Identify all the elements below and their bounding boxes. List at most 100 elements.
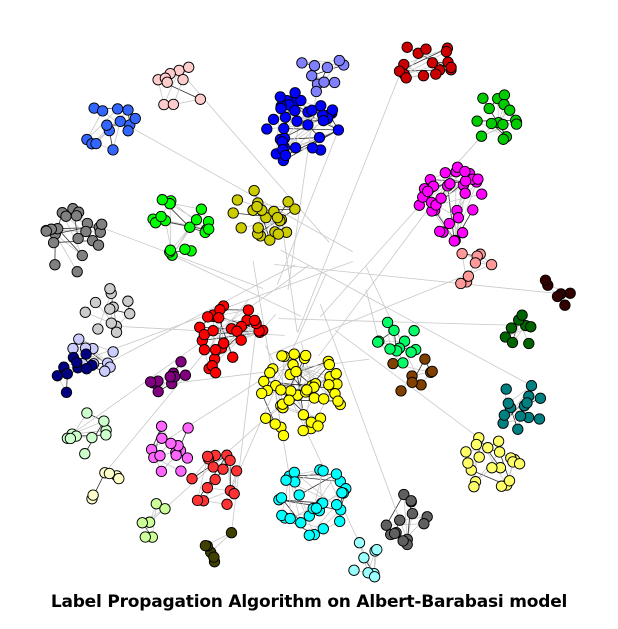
node	[289, 142, 302, 154]
node	[525, 380, 538, 392]
node	[467, 204, 479, 216]
node	[283, 394, 295, 406]
node	[289, 104, 301, 117]
node	[104, 283, 116, 295]
node	[468, 481, 480, 493]
node	[191, 494, 204, 507]
node	[444, 178, 456, 190]
node	[92, 239, 105, 251]
node	[164, 244, 177, 256]
node	[155, 465, 168, 478]
node	[525, 321, 537, 333]
node	[434, 225, 446, 238]
node	[288, 348, 300, 360]
node	[103, 467, 116, 480]
figure-caption: Label Propagation Algorithm on Albert-Ba…	[50, 592, 568, 612]
node	[76, 249, 88, 262]
node	[209, 344, 222, 356]
node	[301, 384, 313, 396]
node	[293, 489, 305, 501]
node	[482, 442, 494, 454]
node	[161, 76, 173, 88]
node	[275, 492, 288, 504]
node	[155, 210, 167, 223]
node	[170, 449, 182, 461]
node	[462, 457, 474, 469]
node	[459, 165, 471, 178]
node	[317, 114, 330, 127]
edge	[287, 84, 318, 290]
node	[497, 118, 509, 131]
node	[86, 431, 98, 444]
node	[155, 420, 168, 432]
node	[300, 349, 312, 362]
node	[306, 142, 319, 154]
node	[289, 87, 301, 99]
edge	[231, 313, 259, 533]
node	[194, 93, 207, 105]
node	[302, 119, 314, 131]
node	[358, 552, 370, 564]
node	[533, 413, 546, 425]
edge	[319, 304, 401, 521]
node	[104, 303, 116, 315]
node	[87, 489, 99, 501]
node	[111, 103, 124, 115]
node	[333, 54, 345, 67]
node	[70, 210, 83, 222]
node	[124, 308, 136, 320]
node	[114, 115, 126, 128]
node	[260, 412, 272, 424]
node	[512, 423, 524, 435]
node	[96, 218, 108, 230]
node	[165, 437, 177, 450]
node	[199, 539, 212, 552]
node	[483, 102, 495, 115]
node	[503, 475, 516, 487]
node	[80, 348, 92, 360]
edge	[276, 129, 339, 286]
node	[195, 203, 208, 215]
node	[186, 473, 198, 485]
edge	[54, 233, 78, 272]
node	[497, 133, 509, 145]
edge	[257, 202, 295, 210]
node	[534, 392, 547, 404]
node	[284, 512, 296, 525]
edge	[203, 469, 224, 502]
node	[435, 192, 447, 204]
node	[473, 451, 485, 463]
node	[443, 217, 455, 230]
node	[381, 316, 394, 329]
node	[177, 73, 189, 86]
node	[336, 487, 348, 499]
node	[330, 499, 343, 511]
node	[79, 448, 91, 460]
node	[430, 68, 442, 80]
node	[279, 111, 292, 123]
node	[456, 227, 469, 239]
node	[332, 124, 345, 136]
node	[51, 370, 64, 382]
node	[445, 61, 457, 74]
edge	[386, 523, 424, 526]
node	[60, 210, 72, 222]
node	[278, 122, 290, 135]
edge	[312, 470, 324, 509]
edge	[274, 263, 561, 295]
edge	[299, 473, 337, 496]
node	[279, 149, 292, 162]
node	[280, 474, 292, 486]
node	[144, 376, 157, 388]
node	[81, 407, 93, 419]
node	[551, 290, 564, 303]
node	[201, 450, 214, 463]
node	[514, 410, 527, 422]
node	[129, 112, 141, 125]
node	[107, 144, 119, 156]
node	[312, 420, 324, 432]
node	[455, 277, 467, 290]
node	[282, 196, 294, 208]
node	[452, 212, 465, 224]
node	[439, 167, 451, 179]
